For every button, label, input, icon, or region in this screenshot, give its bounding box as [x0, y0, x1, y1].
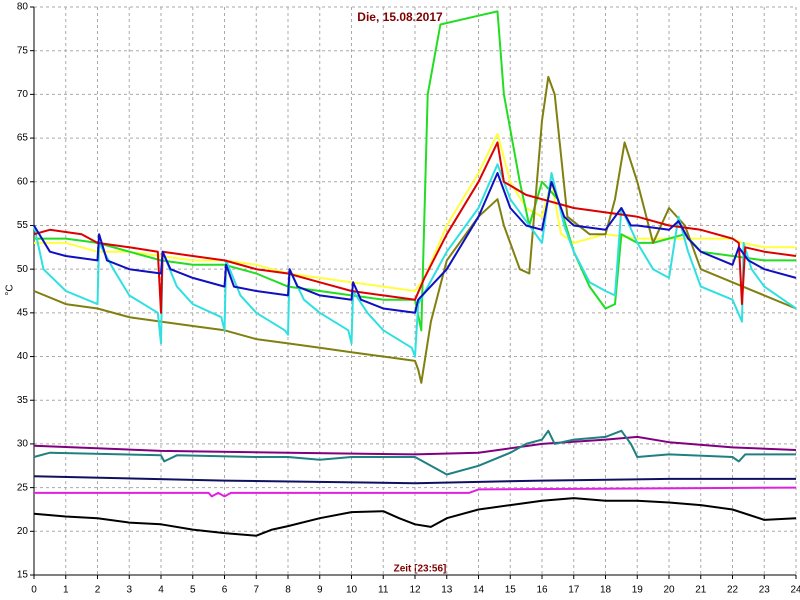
x-tick-label: 1 [63, 585, 69, 596]
series-line [33, 475, 796, 485]
x-axis-label: Zeit [23:56] [394, 564, 447, 575]
y-tick-label: 20 [17, 526, 29, 537]
series-line [33, 141, 797, 314]
x-tick-label: 6 [222, 585, 228, 596]
series-line [34, 486, 797, 498]
x-tick-label: 22 [727, 585, 739, 596]
x-tick-label: 7 [253, 585, 259, 596]
x-tick-label: 0 [31, 585, 37, 596]
x-tick-label: 2 [95, 585, 101, 596]
x-tick-label: 15 [505, 585, 517, 596]
y-tick-label: 50 [17, 264, 29, 275]
x-tick-label: 5 [190, 585, 196, 596]
x-tick-label: 18 [600, 585, 612, 596]
x-tick-label: 19 [632, 585, 644, 596]
series-line [33, 75, 797, 384]
y-tick-label: 35 [17, 395, 29, 406]
series-line [33, 497, 797, 537]
y-axis-label: °C [5, 284, 16, 295]
x-tick-label: 21 [695, 585, 707, 596]
x-tick-label: 13 [441, 585, 453, 596]
x-tick-label: 23 [759, 585, 771, 596]
y-tick-label: 55 [17, 220, 29, 231]
x-tick-label: 8 [285, 585, 291, 596]
y-tick-label: 15 [17, 570, 29, 581]
x-tick-label: 14 [473, 585, 485, 596]
series-line [33, 435, 797, 456]
series-line [34, 10, 796, 332]
x-tick-label: 4 [158, 585, 164, 596]
series-line [33, 172, 797, 314]
series-line [33, 429, 796, 476]
y-tick-label: 65 [17, 133, 29, 144]
y-tick-label: 40 [17, 351, 29, 362]
x-tick-label: 3 [126, 585, 132, 596]
y-tick-label: 70 [17, 89, 29, 100]
x-tick-label: 9 [317, 585, 323, 596]
y-tick-label: 80 [17, 2, 29, 13]
x-tick-label: 17 [568, 585, 580, 596]
x-tick-label: 12 [409, 585, 421, 596]
y-tick-label: 75 [17, 45, 29, 56]
y-tick-label: 45 [17, 307, 29, 318]
x-tick-label: 16 [536, 585, 548, 596]
x-tick-label: 20 [663, 585, 675, 596]
y-tick-label: 30 [17, 439, 29, 450]
chart-title: Die, 15.08.2017 [357, 10, 443, 24]
x-tick-label: 11 [378, 585, 389, 596]
y-tick-label: 25 [17, 482, 29, 493]
x-tick-label: 10 [346, 585, 358, 596]
x-tick-label: 24 [790, 585, 800, 596]
y-tick-label: 60 [17, 176, 29, 187]
